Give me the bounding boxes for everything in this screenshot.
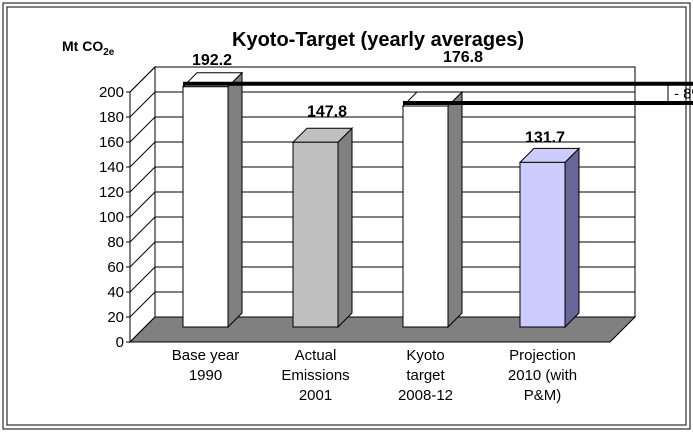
x-tick-label-line: 2001 [299,387,332,404]
bar [402,105,449,328]
chart-title: Kyoto-Target (yearly averages) [232,29,524,51]
grid-line [129,91,156,118]
x-tick-label-line: Emissions [281,367,349,384]
x-tick-label-line: 2010 (with [508,367,577,384]
grid-line [129,191,156,218]
y-tick-label: 80 [107,234,124,251]
x-tick-label: Actual Emissions 2001 [281,347,349,404]
y-tick-label: 0 [116,334,124,351]
y-axis-label-main: Mt CO [62,38,103,54]
bar [519,161,566,328]
bar-side [227,71,243,329]
x-tick-label-line: 1990 [189,367,222,384]
bar [292,141,339,328]
value-label: 131.7 [525,129,565,146]
grid-line [129,216,156,243]
y-tick-label: 60 [107,259,124,276]
bar-side [564,147,580,329]
frame-inner [6,6,687,426]
y-axis-label: Mt CO2e [62,38,115,58]
x-tick-label: Projection 2010 (with P&M) [508,347,577,404]
y-tick-label: 100 [99,209,124,226]
bar-side [447,90,463,329]
y-axis-label-sub: 2e [103,47,115,58]
y-tick-label: 200 [99,84,124,101]
y-tick-label: 160 [99,134,124,151]
x-tick-label-line: Actual [295,347,337,364]
x-tick-label-line: Kyoto [406,347,444,364]
x-tick-label: Kyoto target 2008-12 [398,347,453,404]
bracket [660,83,669,104]
x-tick-label-line: target [406,367,445,384]
x-tick-label: Base year 1990 [172,347,240,384]
x-tick-label-line: 2008-12 [398,387,453,404]
annotation: - 8% [674,85,693,102]
x-tick-label-line: Projection [509,347,576,364]
y-tick-label: 180 [99,109,124,126]
value-label: 192.2 [192,52,232,69]
grid-line [129,291,156,318]
y-tick-label: 140 [99,159,124,176]
grid-line [129,116,156,143]
grid-line [129,66,156,93]
floor [128,316,637,343]
x-tick-label-line: P&M) [524,387,562,404]
y-tick-label: 40 [107,284,124,301]
grid-line [129,141,156,168]
y-tick-label: 20 [107,309,124,326]
x-tick-label-line: Base year [172,347,240,364]
bar [182,86,229,328]
grid-line [129,166,156,193]
grid-line [129,266,156,293]
value-label: 147.8 [307,103,347,120]
value-label: 176.8 [443,49,483,66]
bar-side [337,127,353,329]
grid-line [129,241,156,268]
y-tick-label: 120 [99,184,124,201]
